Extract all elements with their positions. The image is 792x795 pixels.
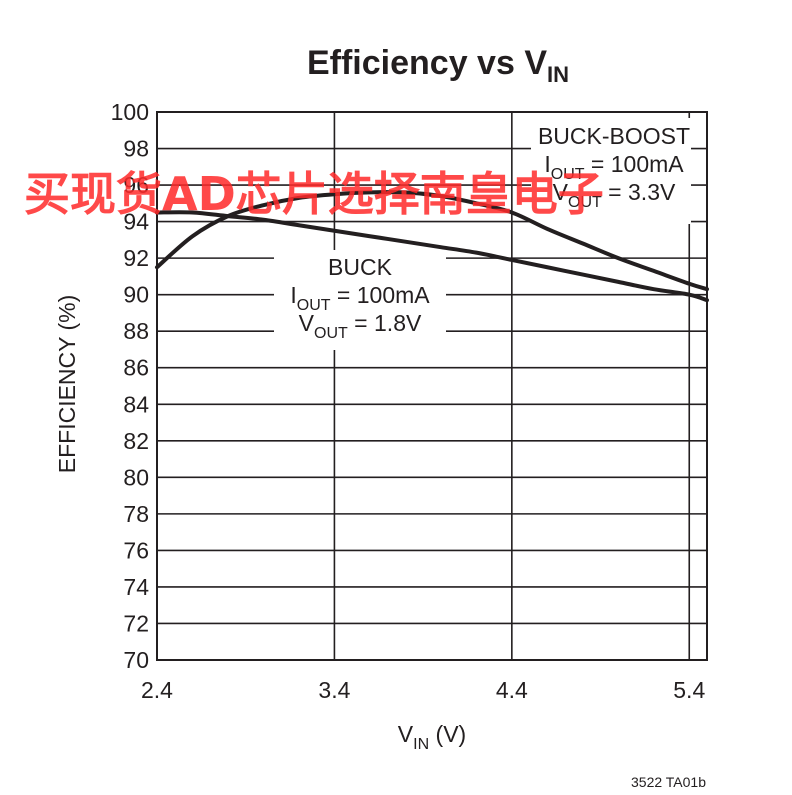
buck-label-value: = 100mA [331, 282, 431, 308]
y-tick-label: 84 [123, 391, 149, 417]
buck-boost-label-line: BUCK-BOOST [538, 123, 690, 149]
chart-title-main: Efficiency vs V [307, 44, 547, 82]
plot-frame [156, 111, 708, 661]
y-tick-label: 100 [111, 99, 149, 125]
buck-label-subscript: OUT [314, 325, 348, 342]
buck-boost-label-bg [531, 118, 691, 224]
x-tick-labels: 2.4 3.4 4.4 5.4 [141, 677, 705, 703]
buck-boost-label-subscript: OUT [551, 166, 585, 183]
buck-boost-label-text: V [553, 179, 569, 205]
buck-boost-label-value: = 100mA [585, 151, 685, 177]
chart-title-subscript: IN [547, 62, 569, 87]
buck-boost-label-subscript: OUT [568, 194, 602, 211]
buck-boost-label-text: BUCK-BOOST [538, 123, 690, 149]
buck-boost-label-value: = 3.3V [602, 179, 676, 205]
buck-label-subscript: OUT [297, 297, 331, 314]
buck-boost-label-line: IOUT = 100mA [544, 151, 684, 183]
buck-boost-label-line: VOUT = 3.3V [553, 179, 676, 211]
buck-boost-label-text: I [544, 151, 550, 177]
x-axis-label: VIN (V) [398, 721, 466, 753]
y-tick-label: 86 [123, 355, 149, 381]
buck-label-line: VOUT = 1.8V [299, 310, 422, 342]
y-tick-label: 76 [123, 537, 149, 563]
y-tick-label: 82 [123, 428, 149, 454]
y-tick-label: 92 [123, 245, 149, 271]
buck-label-value: = 1.8V [348, 310, 422, 336]
y-axis-label: EFFICIENCY (%) [54, 295, 80, 473]
buck-label-line: IOUT = 100mA [290, 282, 430, 314]
buck-label-text: I [290, 282, 296, 308]
y-tick-label: 88 [123, 318, 149, 344]
y-tick-label: 98 [123, 136, 149, 162]
y-tick-label: 78 [123, 501, 149, 527]
series-line-buck [155, 210, 709, 303]
x-axis-label-subscript: IN [413, 736, 429, 753]
buck-label-text: V [299, 310, 315, 336]
y-tick-label: 90 [123, 282, 149, 308]
buck-label-line: BUCK [328, 254, 393, 280]
chart-title: Efficiency vs VIN [307, 44, 569, 87]
figure-code: 3522 TA01b [631, 774, 706, 790]
x-axis-label-main: V [398, 721, 414, 747]
y-tick-label: 94 [123, 209, 149, 235]
buck-label-text: BUCK [328, 254, 393, 280]
y-tick-label: 72 [123, 610, 149, 636]
y-tick-label: 96 [123, 172, 149, 198]
series-line-buck-boost [155, 190, 709, 292]
x-tick-label: 4.4 [496, 677, 528, 703]
x-tick-label: 5.4 [673, 677, 705, 703]
series-group [155, 190, 709, 303]
y-tick-label: 70 [123, 647, 149, 673]
y-tick-label: 80 [123, 464, 149, 490]
y-tick-label: 74 [123, 574, 149, 600]
buck-label-bg [274, 250, 446, 350]
y-tick-labels: 70 72 74 76 78 80 82 84 86 88 90 92 94 96 98 100 [111, 99, 150, 673]
x-tick-label: 3.4 [318, 677, 350, 703]
x-tick-label: 2.4 [141, 677, 173, 703]
x-axis-label-suffix: (V) [429, 721, 466, 747]
watermark-text: 买现货AD芯片选择南皇电子 [24, 167, 604, 221]
